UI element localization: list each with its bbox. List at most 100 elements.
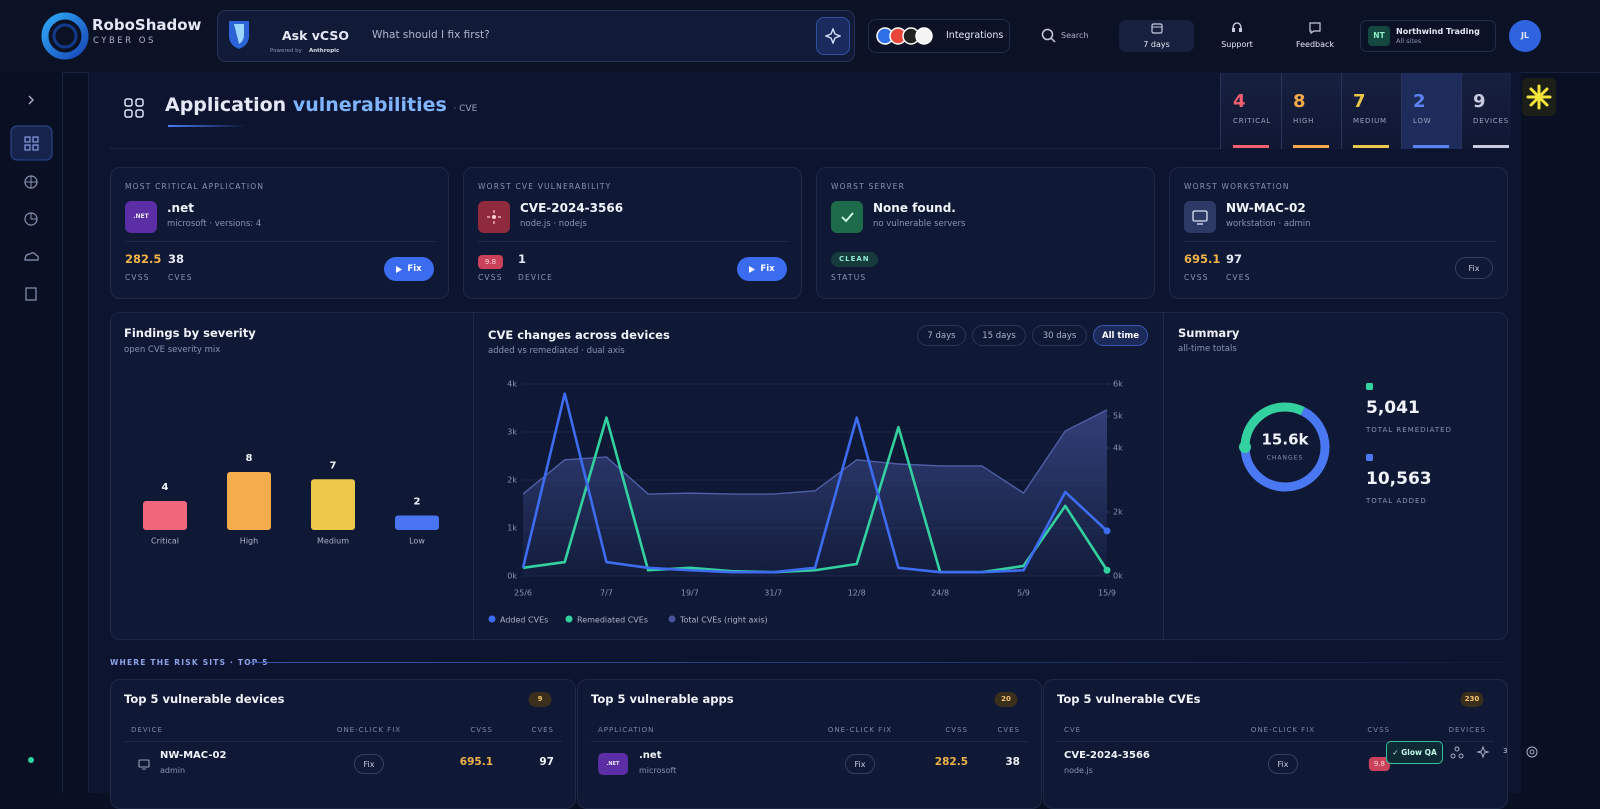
logo [41, 12, 89, 60]
section-rule [250, 662, 1508, 663]
chart-title: Summary [1178, 326, 1240, 340]
bar-category-label: Medium [317, 537, 349, 546]
ask-button[interactable] [816, 17, 850, 55]
title-suffix: · CVE [453, 104, 478, 114]
range-button[interactable]: All time [1093, 325, 1148, 346]
search-icon [1041, 28, 1056, 43]
page-icon [124, 98, 144, 118]
column-header: APPLICATION [598, 726, 655, 734]
area [523, 409, 1107, 576]
tile-bar [1413, 145, 1449, 148]
x-tick-label: 12/8 [848, 589, 866, 598]
user-avatar[interactable]: JL [1509, 20, 1541, 52]
fix-button[interactable]: Fix [384, 257, 434, 281]
stat-label: CVSS [478, 273, 503, 282]
org-box[interactable] [1360, 20, 1496, 52]
table-panel [577, 679, 1042, 809]
worst-workstation-card: WORST WORKSTATION NW-MAC-02 workstation … [1169, 167, 1508, 299]
center-value: 15.6k [1262, 431, 1310, 449]
fix-button[interactable]: Fix [845, 754, 875, 774]
card-name: None found. [873, 201, 956, 215]
stat-value: 97 [1226, 252, 1243, 266]
legend-label: Remediated CVEs [577, 616, 648, 625]
play-icon [396, 265, 403, 273]
range-button[interactable]: 7 days [917, 325, 966, 346]
y-tick-label: 3k [507, 428, 517, 437]
fix-button[interactable]: Fix [1455, 257, 1493, 279]
summary-value: 10,563 [1366, 469, 1432, 489]
provider: Anthropic [309, 48, 340, 54]
prompt[interactable]: What should I fix first? [372, 29, 490, 41]
fix-button[interactable]: Fix [354, 754, 384, 774]
cve-icon [478, 201, 510, 233]
fix-button[interactable]: Fix [737, 257, 787, 281]
x-tick-label: 24/8 [931, 589, 949, 598]
support-icon [1232, 22, 1242, 32]
count-badge: 20 [994, 692, 1018, 707]
chart-subtitle: all-time totals [1178, 344, 1237, 354]
tile-count: 2 [1413, 91, 1426, 112]
support-label[interactable]: Support [1221, 40, 1253, 49]
assistant-name: Ask vCSO [282, 28, 349, 43]
count-badge: 230 [1460, 692, 1484, 707]
stat-label: CVES [1226, 273, 1251, 282]
y2-tick-label: 5k [1113, 412, 1123, 421]
card-label: WORST SERVER [831, 182, 906, 191]
toolbar-badge: 3 [1503, 747, 1508, 755]
cvss-badge: 9.8 [1368, 757, 1390, 771]
worst-cve-card: WORST CVE VULNERABILITY CVE-2024-3566 no… [463, 167, 802, 299]
search-label[interactable]: Search [1061, 31, 1089, 40]
panel-divider [1163, 313, 1164, 639]
integrations-box[interactable] [868, 19, 1010, 53]
summary-label: TOTAL ADDED [1365, 497, 1427, 505]
card-name: NW-MAC-02 [1226, 201, 1306, 215]
brand: RoboShadow [92, 16, 202, 34]
card-label: MOST CRITICAL APPLICATION [125, 182, 265, 191]
tile-label: CRITICAL [1233, 117, 1272, 125]
x-tick-label: 31/7 [764, 589, 782, 598]
title-accent: vulnerabilities [292, 94, 447, 116]
stat-label: CVSS [125, 273, 150, 282]
worst-server-card: WORST SERVER None found. no vulnerable s… [816, 167, 1155, 299]
summary-value: 5,041 [1366, 398, 1420, 418]
fix-label[interactable]: Fix [760, 264, 775, 274]
column-header: CVES [531, 726, 554, 734]
monitor-icon [1184, 201, 1216, 233]
bar-value-label: 7 [330, 460, 337, 471]
y-tick-label: 2k [507, 476, 517, 485]
y-tick-label: 1k [507, 524, 517, 533]
tile-bar [1353, 145, 1389, 148]
tile-count: 4 [1233, 91, 1246, 112]
tile-divider [1401, 73, 1402, 149]
qa-button[interactable]: ✓ Glow QA [1386, 741, 1443, 764]
calendar-icon [1151, 23, 1163, 34]
column-header: CVSS [470, 726, 493, 734]
card-detail: no vulnerable servers [873, 219, 966, 229]
ask-box[interactable] [217, 10, 855, 62]
sidebar-icons [10, 95, 53, 763]
card-name: CVE-2024-3566 [520, 201, 624, 215]
stat-label: DEVICE [518, 273, 554, 282]
feedback-label[interactable]: Feedback [1295, 40, 1335, 49]
fix-label[interactable]: Fix [407, 264, 422, 274]
period-label[interactable]: 7 days [1143, 40, 1170, 49]
cvss-value: 282.5 [934, 756, 968, 768]
sparkle-icon [825, 28, 841, 44]
summary-label: TOTAL REMEDIATED [1365, 426, 1452, 434]
integration-icons [876, 27, 933, 45]
x-tick-label: 19/7 [681, 589, 699, 598]
range-button[interactable]: 30 days [1032, 325, 1087, 346]
fix-button[interactable]: Fix [1268, 754, 1298, 774]
period-box[interactable] [1119, 20, 1194, 52]
x-tick-label: 5/9 [1017, 589, 1030, 598]
tile-count: 9 [1473, 91, 1486, 112]
integrations-label[interactable]: Integrations [946, 30, 1004, 41]
cvss-value: 695.1 [459, 756, 493, 768]
x-tick-label: 7/7 [600, 589, 613, 598]
section-label: WHERE THE RISK SITS · TOP 5 [110, 658, 269, 667]
shield-icon [229, 21, 249, 49]
range-button[interactable]: 15 days [972, 325, 1026, 346]
column-header: CVSS [945, 726, 968, 734]
bar [227, 472, 271, 530]
tile-highlight [1401, 73, 1461, 149]
